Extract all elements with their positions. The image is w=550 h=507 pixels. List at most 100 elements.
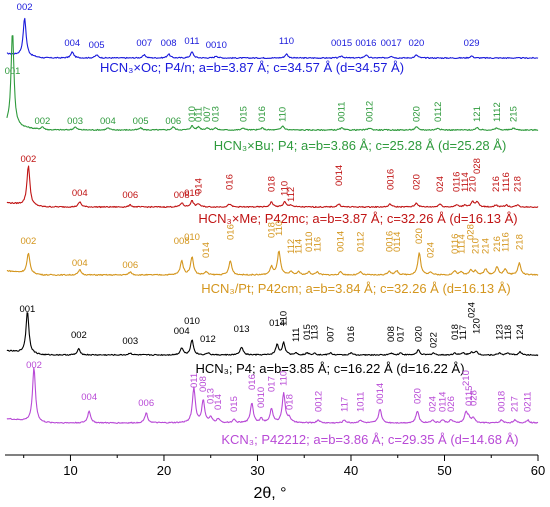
peak-label: 0015 [331, 38, 352, 49]
peak-label: 010 [184, 232, 200, 243]
x-tick-label: 10 [63, 463, 77, 478]
peak-label: 113 [310, 325, 321, 340]
x-tick-label: 30 [250, 463, 264, 478]
peak-label: 002 [71, 330, 87, 341]
peak-label: 013 [210, 106, 221, 122]
peak-label: 216 [492, 236, 503, 252]
peak-label: 016 [225, 224, 236, 240]
peak-label: 004 [81, 392, 97, 403]
x-axis-title: 2θ, ° [253, 485, 286, 502]
peak-label: 0018 [497, 391, 508, 412]
peak-label: 008 [386, 326, 397, 342]
peak-label: 015 [229, 396, 240, 412]
peak-label: 010 [184, 188, 200, 199]
peak-label: 117 [339, 397, 350, 412]
peak-label: 120 [471, 318, 482, 334]
peak-label: 008 [174, 236, 190, 247]
peak-label: 014 [269, 318, 285, 329]
x-axis: 10 20 30 40 50 60 [5, 454, 545, 478]
peak-label: 002 [20, 154, 36, 165]
peak-label: 028 [466, 224, 477, 240]
peak-label: 016 [257, 106, 268, 122]
peak-label: 008 [174, 190, 190, 201]
peak-label: 215 [509, 106, 520, 122]
peak-label: 020 [411, 174, 422, 190]
peak-label: 014 [194, 178, 205, 194]
x-tick-label: 40 [344, 463, 358, 478]
peak-label: 210 [470, 238, 481, 254]
peak-label: 0114 [392, 232, 403, 252]
peak-label: 1011 [355, 392, 366, 412]
peak-label: 012 [200, 334, 216, 345]
peak-label: 114 [294, 239, 305, 254]
peak-label: 1116 [501, 172, 512, 192]
peak-label: 121 [472, 106, 483, 122]
peak-label: 020 [413, 326, 424, 342]
peak-label: 0011 [337, 102, 348, 122]
peak-label: 002 [26, 360, 42, 371]
peak-label: 005 [89, 40, 105, 51]
peak-label: 0211 [523, 392, 534, 412]
peak-label: 111 [291, 328, 302, 342]
peak-label: 0012 [313, 391, 324, 412]
peak-label: 017 [267, 376, 278, 392]
peak-label: 024 [427, 396, 438, 412]
peak-label: 112 [286, 187, 297, 202]
peak-label: 020 [408, 38, 424, 49]
peak-label: 029 [464, 38, 480, 49]
peak-label: 110 [279, 36, 294, 47]
peak-label: 002 [17, 2, 33, 13]
peak-label: 010 [187, 106, 198, 122]
peak-label: 0116 [452, 172, 463, 192]
peak-label: 016 [247, 374, 258, 390]
peak-label: 001 [19, 304, 35, 315]
series-line [6, 312, 539, 357]
peak-label: 016 [346, 326, 357, 342]
peak-label: 1114 [460, 172, 471, 192]
peak-label: 017 [396, 326, 407, 342]
peak-label: 018 [284, 394, 295, 410]
peak-label: 0014 [375, 383, 386, 404]
peak-label: 024 [435, 176, 446, 192]
x-tick-label: 60 [531, 463, 545, 478]
peak-label: 0016 [355, 38, 376, 49]
series-label: HCN₃/Pt; P42cm; a=b=3.84 Å; c=32.26 Å (d… [201, 281, 511, 296]
peak-label: 015 [238, 106, 249, 122]
peak-label: 110 [278, 107, 289, 122]
series-label: HCN₃×Oc; P4/n; a=b=3.87 Å; c=34.57 Å (d=… [100, 60, 404, 75]
peak-label: 002 [20, 236, 36, 247]
peak-label: 007 [202, 106, 213, 122]
peak-label: 004 [64, 38, 80, 49]
peak-label: 018 [450, 324, 461, 340]
peak-label: 003 [67, 116, 83, 127]
peak-label: 112 [286, 239, 297, 254]
peak-label: 002 [34, 116, 50, 127]
peak-label: 210 [461, 370, 472, 386]
peak-label: 024 [426, 242, 437, 258]
peak-label: 004 [174, 326, 190, 337]
peak-label: 118 [503, 325, 514, 340]
peak-label: 006 [165, 116, 181, 127]
series-line [6, 165, 539, 209]
series-line [6, 35, 539, 132]
peak-label: 016 [224, 174, 235, 190]
peak-label: 116 [312, 237, 323, 252]
peak-label: 0016 [385, 169, 396, 190]
peak-label: 0017 [381, 38, 402, 49]
series-label: HCN₃; P4; a=b=3.85 Å; c=16.22 Å (d=16.22… [195, 361, 464, 376]
peak-label: 001 [5, 66, 21, 77]
peak-label: 110 [279, 311, 290, 326]
peak-label: 028 [469, 390, 480, 406]
x-tick-label: 20 [157, 463, 171, 478]
peak-label: 124 [515, 324, 526, 340]
peak-label: 218 [512, 176, 523, 192]
peak-label: 218 [514, 234, 525, 250]
peak-label: 004 [100, 116, 116, 127]
series-line [6, 250, 539, 276]
peak-label: 013 [206, 388, 217, 404]
peak-label: 014 [213, 394, 224, 410]
